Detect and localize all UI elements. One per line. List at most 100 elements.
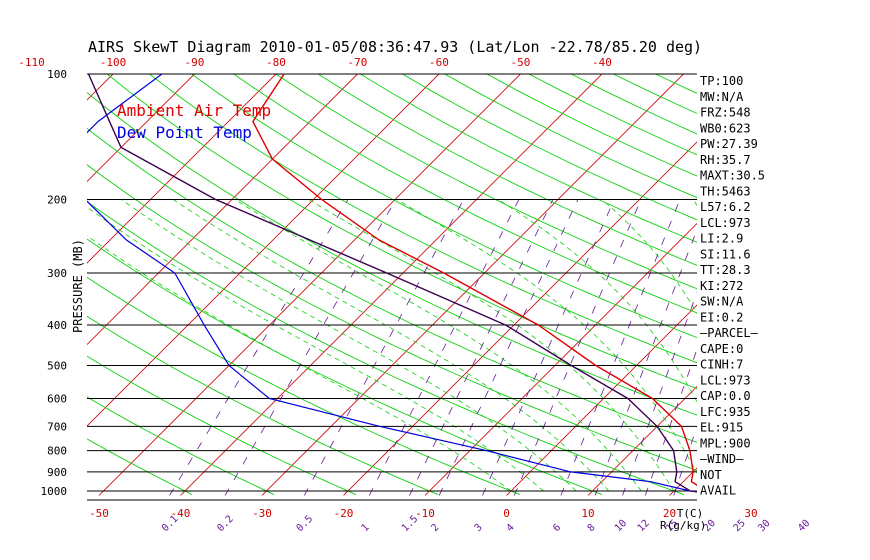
top-temp-tick-label: -110 bbox=[18, 56, 45, 69]
isotherm-line bbox=[87, 74, 277, 264]
mixing-ratio-line bbox=[224, 199, 397, 496]
stat-readout: KI:272 bbox=[700, 279, 743, 293]
stat-readout: LCL:973 bbox=[700, 373, 751, 387]
dry-adiabat-line bbox=[655, 74, 697, 94]
moist-adiabat-line bbox=[601, 199, 697, 315]
bottom-temp-tick-label: 10 bbox=[581, 507, 594, 520]
dew-point-temp-profile bbox=[87, 74, 697, 493]
bottom-temp-tick-label: -20 bbox=[334, 507, 354, 520]
mixing-ratio-label: 0.2 bbox=[215, 514, 236, 535]
stat-readout: CAP:0.0 bbox=[700, 389, 751, 403]
stat-readout: MPL:900 bbox=[700, 436, 751, 450]
mixing-ratio-line bbox=[741, 200, 829, 496]
stat-readout: MW:N/A bbox=[700, 90, 744, 104]
pressure-tick-label: 200 bbox=[47, 194, 67, 207]
y-axis-label: PRESSURE (MB) bbox=[71, 239, 85, 333]
mixing-ratio-label: 6 bbox=[551, 522, 563, 534]
stat-readout: SW:N/A bbox=[700, 295, 744, 309]
mixing-ratio-line bbox=[766, 200, 849, 496]
stat-readout: EL:915 bbox=[700, 421, 743, 435]
stat-readout: NOT bbox=[700, 468, 722, 482]
mixing-ratio-line bbox=[409, 199, 554, 496]
isotherm-line bbox=[87, 74, 195, 183]
dry-adiabat-line bbox=[87, 396, 275, 496]
top-temp-tick-label: -100 bbox=[100, 56, 127, 69]
pressure-tick-label: 700 bbox=[47, 420, 67, 433]
stat-readout: LCL:973 bbox=[700, 216, 751, 230]
isotherm-line bbox=[0, 74, 31, 495]
top-temp-tick-label: -70 bbox=[348, 56, 368, 69]
top-temp-tick-label: -60 bbox=[429, 56, 449, 69]
stat-readout: WB0:623 bbox=[700, 121, 751, 135]
stat-readout: LFC:935 bbox=[700, 405, 751, 419]
stat-readout: FRZ:548 bbox=[700, 106, 751, 120]
stat-readout: TH:5463 bbox=[700, 184, 751, 198]
moist-adiabat-line bbox=[308, 199, 675, 492]
mixing-ratio-label: 12 bbox=[636, 518, 652, 534]
isotherm-line bbox=[833, 74, 870, 495]
top-temp-tick-label: -50 bbox=[511, 56, 531, 69]
stat-readout: EI:0.2 bbox=[700, 310, 743, 324]
legend-item-dew-point-temp: Dew Point Temp bbox=[117, 123, 252, 142]
isotherm-line bbox=[506, 304, 697, 496]
chart-title: AIRS SkewT Diagram 2010-01-05/08:36:47.9… bbox=[88, 38, 702, 56]
stat-readout: AVAIL bbox=[700, 484, 736, 498]
moist-adiabat-line bbox=[87, 235, 512, 492]
stat-readout: —PARCEL— bbox=[700, 326, 759, 340]
dry-adiabat-line bbox=[782, 74, 870, 495]
mixing-ratio-label: 30 bbox=[756, 518, 772, 534]
parcel-profile bbox=[87, 74, 697, 493]
dry-adiabat-line bbox=[867, 74, 870, 495]
isotherm-line bbox=[98, 74, 521, 496]
dry-adiabat-line bbox=[87, 127, 697, 443]
top-temp-tick-label: -40 bbox=[592, 56, 612, 69]
mixing-ratio-label: 8 bbox=[586, 522, 598, 534]
dry-adiabat-line bbox=[106, 74, 697, 390]
dry-adiabat-line bbox=[275, 74, 697, 290]
pressure-tick-label: 400 bbox=[47, 319, 67, 332]
moist-adiabat-line bbox=[121, 199, 577, 492]
bottom-temp-tick-label: -50 bbox=[89, 507, 109, 520]
legend-item-ambient-air-temp: Ambient Air Temp bbox=[117, 101, 271, 120]
bottom-temp-tick-label: -30 bbox=[252, 507, 272, 520]
stat-readout: TP:100 bbox=[700, 74, 743, 88]
dry-adiabat-line bbox=[87, 201, 685, 496]
isotherm-line bbox=[587, 385, 697, 496]
dry-adiabat-line bbox=[149, 74, 697, 364]
isotherm-line bbox=[751, 74, 870, 495]
dry-adiabat-line bbox=[87, 92, 697, 416]
isotherm-line bbox=[261, 74, 684, 496]
pressure-tick-label: 500 bbox=[47, 359, 67, 372]
dry-adiabat-line bbox=[824, 74, 870, 495]
stat-readout: SI:11.6 bbox=[700, 247, 751, 261]
mixing-ratio-line bbox=[368, 199, 520, 496]
mixing-ratio-label: 25 bbox=[732, 518, 748, 534]
stat-readout: CINH:7 bbox=[700, 358, 743, 372]
pressure-tick-label: 100 bbox=[47, 68, 67, 81]
dry-adiabat-line bbox=[317, 74, 697, 266]
stat-readout: MAXT:30.5 bbox=[700, 169, 765, 183]
mixing-ratio-line bbox=[438, 199, 579, 496]
mixing-ratio-label: 0.5 bbox=[295, 514, 316, 535]
bottom-temp-tick-label: 20 bbox=[663, 507, 676, 520]
stat-readout: L57:6.2 bbox=[700, 200, 751, 214]
dry-adiabat-line bbox=[740, 74, 870, 495]
stat-readout: LI:2.9 bbox=[700, 232, 743, 246]
mixing-ratio-line bbox=[806, 200, 870, 496]
dry-adiabat-line bbox=[87, 164, 697, 471]
dry-adiabat-line bbox=[191, 74, 697, 339]
pressure-tick-label: 600 bbox=[47, 392, 67, 405]
stat-readout: TT:28.3 bbox=[700, 263, 751, 277]
x-axis-label: T(C) bbox=[677, 507, 704, 520]
stat-readout: CAPE:0 bbox=[700, 342, 743, 356]
dry-adiabat-line bbox=[360, 74, 697, 243]
isotherm-line bbox=[87, 74, 440, 427]
isotherm-line bbox=[87, 74, 358, 346]
isotherm-line bbox=[343, 141, 697, 496]
bottom-temp-tick-label: 0 bbox=[503, 507, 510, 520]
top-temp-tick-label: -90 bbox=[185, 56, 205, 69]
isotherm-line bbox=[424, 222, 697, 496]
bottom-temp-tick-label: -40 bbox=[171, 507, 191, 520]
dry-adiabat-line bbox=[87, 438, 193, 496]
dry-adiabat-line bbox=[87, 238, 603, 496]
